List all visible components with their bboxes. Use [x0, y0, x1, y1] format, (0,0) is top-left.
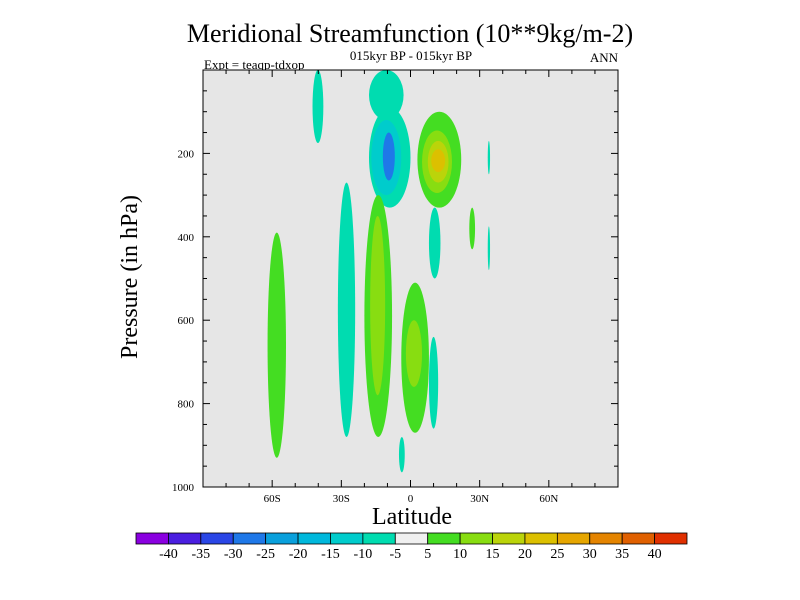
chart-subtitle: 015kyr BP - 015kyr BP: [350, 48, 472, 63]
x-tick-label: 30S: [333, 493, 350, 505]
contour-region: [398, 436, 405, 473]
contour-region: [487, 140, 491, 175]
y-tick-label: 200: [178, 148, 195, 160]
colorbar-label: 20: [518, 547, 532, 562]
contour-region: [369, 70, 404, 121]
x-axis: 60S 30S 0 30N 60N: [202, 70, 619, 505]
colorbar: -40 -35 -30 -25 -20 -15 -10 -5 5 10 15 20 25 30 35 40: [135, 532, 688, 562]
contour-region: [428, 207, 441, 279]
x-tick-label: 60N: [539, 493, 558, 505]
contour-region: [312, 70, 324, 143]
colorbar-swatch: [492, 532, 526, 545]
colorbar-label: -30: [224, 547, 243, 562]
y-axis: 200 400 600 800 1000: [172, 90, 618, 494]
colorbar-swatch: [232, 532, 267, 545]
colorbar-label: 30: [583, 547, 597, 562]
colorbar-swatch: [265, 532, 299, 545]
colorbar-label: 40: [648, 547, 662, 562]
colorbar-label: -40: [159, 547, 178, 562]
plot-area: [202, 69, 619, 488]
x-tick-label: 30N: [470, 493, 489, 505]
contour-regions: [267, 70, 491, 473]
colorbar-swatch: [200, 532, 234, 545]
colorbar-swatch: [330, 532, 364, 545]
contour-region: [428, 336, 439, 429]
colorbar-label: -10: [354, 547, 373, 562]
colorbar-label: -35: [191, 547, 210, 562]
colorbar-label: 10: [453, 547, 467, 562]
colorbar-swatch: [524, 532, 558, 545]
y-axis-label: Pressure (in hPa): [117, 195, 143, 359]
y-tick-label: 400: [178, 232, 195, 244]
colorbar-swatch: [394, 532, 429, 545]
colorbar-label: 15: [486, 547, 500, 562]
contour-region: [267, 232, 286, 458]
experiment-label: Expt = teaqp-tdxop: [204, 57, 304, 72]
contour-region: [431, 149, 446, 173]
colorbar-swatch: [654, 532, 688, 545]
chart-title: Meridional Streamfunction (10**9kg/m-2): [187, 19, 633, 48]
contour-region: [469, 207, 476, 250]
contour-region: [337, 182, 356, 437]
colorbar-label: 5: [424, 547, 431, 562]
contour-region: [405, 320, 423, 387]
contour-region: [370, 215, 386, 396]
colorbar-swatch: [297, 532, 331, 545]
colorbar-label: 25: [550, 547, 564, 562]
colorbar-label: -5: [389, 547, 401, 562]
x-tick-label: 60S: [264, 493, 281, 505]
contour-region: [382, 132, 395, 181]
x-axis-label: Latitude: [372, 504, 452, 530]
colorbar-label: -15: [321, 547, 340, 562]
x-tick-label: 0: [408, 493, 414, 505]
colorbar-swatch: [362, 532, 396, 545]
colorbar-label: 35: [615, 547, 629, 562]
colorbar-swatch: [589, 532, 623, 545]
y-tick-label: 600: [178, 315, 195, 327]
y-tick-label: 1000: [172, 482, 195, 494]
colorbar-swatch: [556, 532, 591, 545]
y-tick-label: 800: [178, 399, 195, 411]
colorbar-label: -20: [289, 547, 308, 562]
colorbar-swatch: [459, 532, 493, 545]
colorbar-label: -25: [256, 547, 275, 562]
contour-region: [487, 226, 491, 271]
colorbar-swatch: [621, 532, 655, 545]
season-label: ANN: [590, 50, 619, 65]
colorbar-swatch: [135, 532, 169, 545]
colorbar-swatch: [427, 532, 461, 545]
colorbar-swatch: [168, 532, 202, 545]
